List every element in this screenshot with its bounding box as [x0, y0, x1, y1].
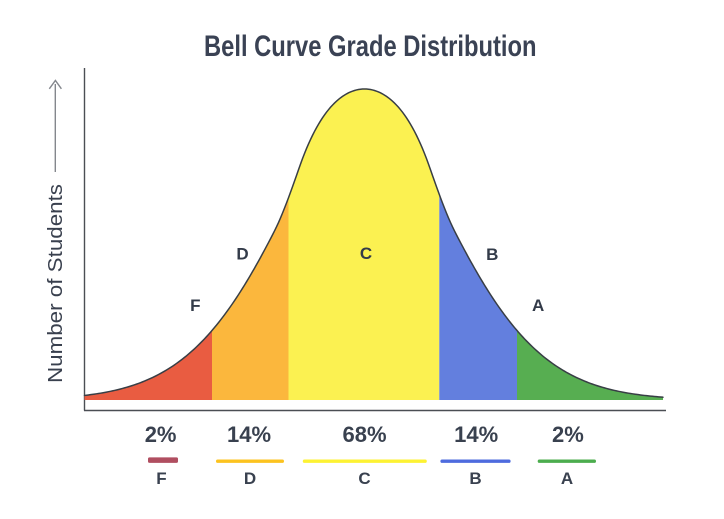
svg-text:A: A [532, 296, 544, 315]
svg-text:F: F [190, 296, 200, 315]
svg-text:2%: 2% [552, 422, 584, 447]
svg-text:14%: 14% [227, 422, 271, 447]
svg-text:C: C [358, 469, 370, 488]
svg-text:B: B [486, 245, 498, 264]
svg-text:A: A [561, 469, 573, 488]
svg-text:Bell Curve Grade Distribution: Bell Curve Grade Distribution [204, 30, 537, 63]
svg-text:Number of Students: Number of Students [45, 184, 67, 383]
svg-text:F: F [156, 469, 166, 488]
svg-text:B: B [469, 469, 481, 488]
svg-text:2%: 2% [145, 422, 177, 447]
svg-text:D: D [244, 469, 256, 488]
svg-text:68%: 68% [342, 422, 386, 447]
svg-text:C: C [360, 244, 372, 263]
svg-text:14%: 14% [454, 422, 498, 447]
svg-text:D: D [236, 245, 248, 264]
